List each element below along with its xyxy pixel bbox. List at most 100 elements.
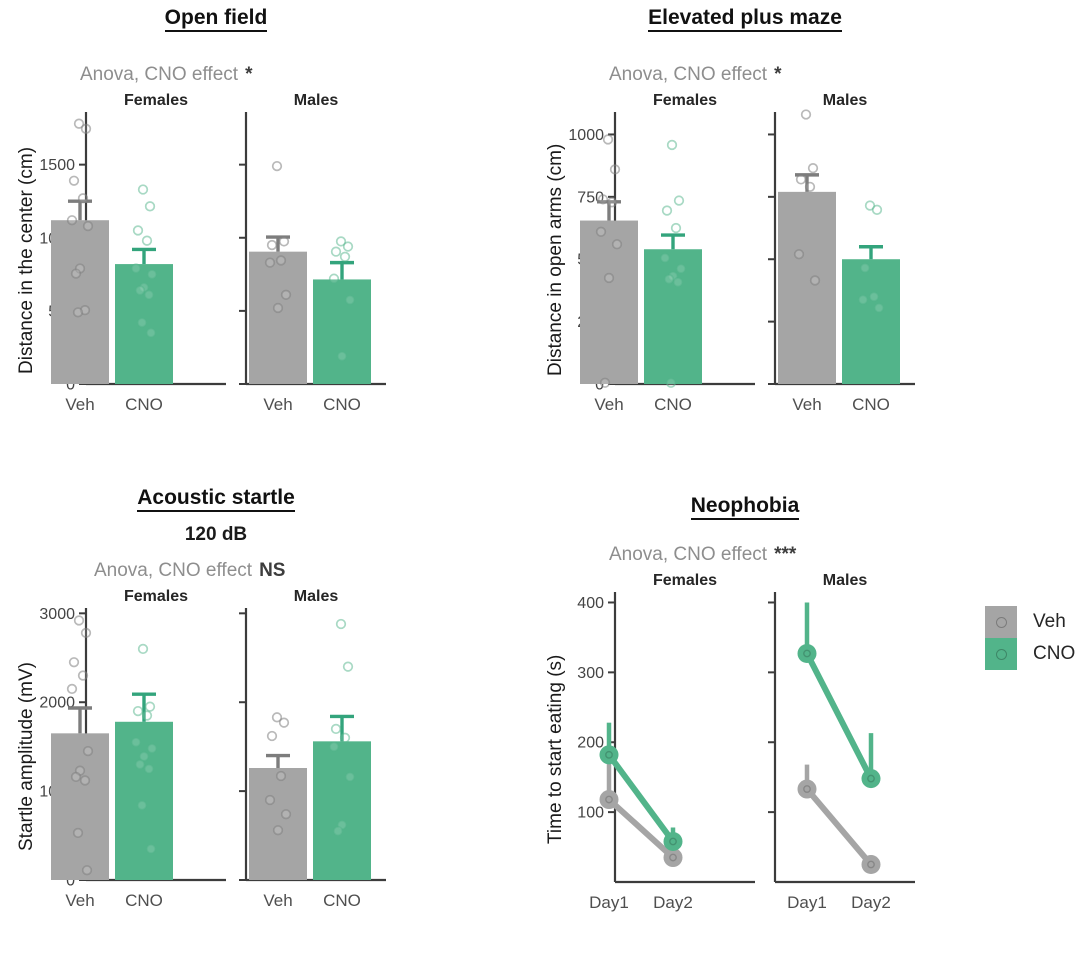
y-tick-label: 400 xyxy=(577,595,604,612)
data-point xyxy=(599,790,619,810)
data-point xyxy=(800,109,812,120)
data-points xyxy=(130,643,158,855)
line-series-veh xyxy=(797,764,881,875)
data-points xyxy=(66,118,94,318)
y-tick-label: 0 xyxy=(66,873,75,890)
elevated-plus-maze-plot-area: Females02505007501000VehCNOMalesVehCNO xyxy=(567,90,919,430)
data-point xyxy=(871,204,883,215)
data-point xyxy=(138,751,150,762)
anova-text: Anova, CNO effect xyxy=(80,64,239,85)
panel-neophobia: Neophobia Anova, CNO effect *** Time to s… xyxy=(545,486,945,928)
series-line xyxy=(804,652,874,780)
data-point xyxy=(77,193,89,204)
y-tick-label: 1500 xyxy=(39,157,75,174)
data-point xyxy=(278,717,290,728)
data-point xyxy=(797,643,817,663)
data-point xyxy=(342,241,354,252)
x-category-label: Day2 xyxy=(851,893,891,912)
data-point xyxy=(797,779,817,799)
data-points xyxy=(264,712,292,836)
facet-label: Males xyxy=(294,92,339,109)
panel-elevated-plus-maze: Elevated plus maze Anova, CNO effect * Di… xyxy=(545,6,945,430)
decibel-label: 120 dB xyxy=(184,524,248,545)
x-category-label: Day2 xyxy=(653,893,693,912)
data-point xyxy=(72,307,84,318)
data-point xyxy=(80,627,92,639)
bar-group-veh xyxy=(580,134,638,388)
data-point-ring xyxy=(867,774,875,783)
data-point xyxy=(81,865,93,876)
facet-label: Males xyxy=(823,92,868,109)
data-point xyxy=(79,775,91,786)
data-points xyxy=(328,236,356,362)
y-axis-label: Distance in open arms (cm) xyxy=(545,143,566,377)
acoustic-startle-males-facet: Males Veh CNO xyxy=(239,588,386,910)
data-point xyxy=(271,712,283,723)
bar-group-veh xyxy=(51,118,109,384)
point-glyph-icon xyxy=(995,648,1007,660)
significance-marker: * xyxy=(774,64,782,85)
significance-marker: NS xyxy=(259,560,286,581)
anova-annotation: Anova, CNO effect *** xyxy=(609,544,945,566)
data-point xyxy=(663,848,683,868)
data-point xyxy=(595,226,607,237)
data-point xyxy=(597,194,609,205)
panel-title: Open field xyxy=(16,6,416,32)
x-category-label: CNO xyxy=(323,395,361,414)
data-point xyxy=(332,825,344,837)
x-category-label: Veh xyxy=(263,891,292,910)
data-point xyxy=(606,197,618,208)
data-point xyxy=(599,745,619,765)
data-point xyxy=(330,723,342,735)
panel-title: Acoustic startle xyxy=(16,486,416,512)
data-point xyxy=(339,251,351,262)
data-point xyxy=(344,294,356,306)
legend-swatch-cno xyxy=(985,638,1017,670)
data-points xyxy=(857,200,885,314)
y-tick-label: 2000 xyxy=(39,695,75,712)
data-point xyxy=(666,139,678,151)
data-point xyxy=(611,239,623,250)
data-point xyxy=(672,277,684,288)
data-point xyxy=(66,215,78,226)
data-point xyxy=(77,670,89,681)
bar xyxy=(249,251,307,384)
y-axis-label: Distance in the center (cm) xyxy=(16,146,37,374)
data-point xyxy=(272,825,284,836)
data-point xyxy=(146,743,158,754)
data-point xyxy=(82,745,94,757)
data-point-ring xyxy=(867,860,875,869)
point-glyph-icon xyxy=(995,616,1007,628)
acoustic-startle-plot-area: Females0100020003000VehCNOMalesVehCNO xyxy=(38,586,390,926)
bar-group-cno xyxy=(313,618,371,880)
x-category-label: Veh xyxy=(263,395,292,414)
x-category-label: CNO xyxy=(323,891,361,910)
data-point xyxy=(661,205,673,216)
acoustic-startle-females-facet: Females0100020003000VehCNO xyxy=(39,588,226,910)
data-point-ring xyxy=(803,649,811,658)
data-point xyxy=(807,162,819,174)
data-point xyxy=(861,769,881,789)
data-point xyxy=(609,164,621,175)
data-point xyxy=(335,236,347,247)
data-points xyxy=(793,109,821,286)
open-field-plot-area: Females050010001500VehCNOMalesVehCNO xyxy=(38,90,390,430)
data-point xyxy=(603,272,615,284)
bar xyxy=(51,220,109,384)
data-point-ring xyxy=(605,795,613,804)
panel-open-field: Open field Anova, CNO effect * Distance i… xyxy=(16,6,416,430)
series-line xyxy=(606,797,676,860)
anova-text: Anova, CNO effect xyxy=(609,64,768,85)
data-point xyxy=(861,855,881,875)
data-point xyxy=(136,800,148,811)
data-point xyxy=(144,701,156,712)
data-point-ring xyxy=(605,750,613,759)
bar-group-cno xyxy=(644,139,702,388)
x-category-label: CNO xyxy=(654,395,692,414)
data-points xyxy=(264,160,292,314)
data-point xyxy=(859,262,871,274)
data-point xyxy=(70,771,82,783)
data-point xyxy=(336,351,348,362)
x-category-label: Day1 xyxy=(787,893,827,912)
data-point xyxy=(599,377,611,388)
